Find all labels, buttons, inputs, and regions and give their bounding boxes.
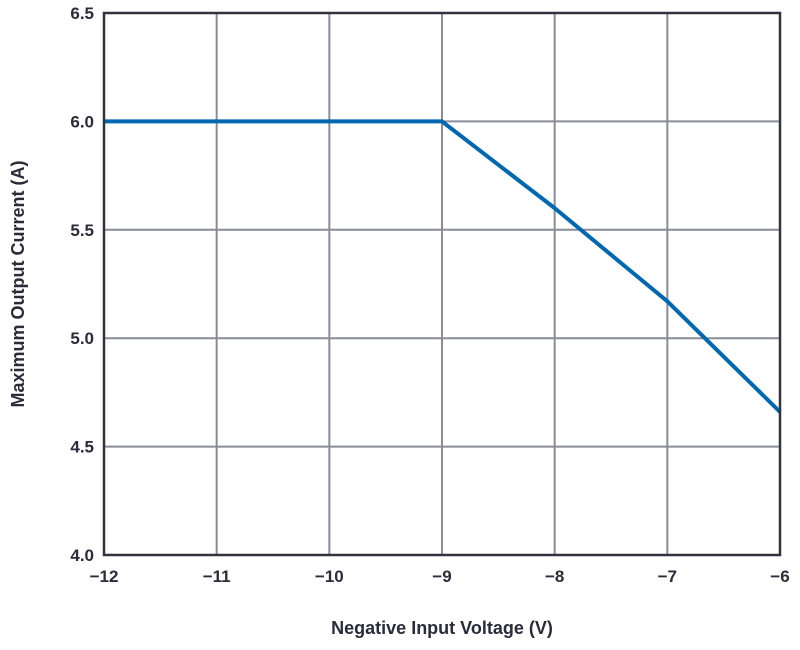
x-tick-label: −7	[658, 567, 677, 586]
x-tick-label: −11	[203, 567, 231, 586]
y-tick-label: 5.5	[70, 221, 94, 240]
x-tick-label: −10	[315, 567, 344, 586]
y-tick-label: 6.0	[70, 112, 94, 131]
y-tick-label: 5.0	[70, 329, 94, 348]
grid	[103, 12, 781, 556]
x-tick-label: −6	[770, 567, 789, 586]
y-tick-label: 4.5	[70, 438, 94, 457]
y-tick-label: 6.5	[70, 4, 94, 23]
plot-border	[102, 11, 782, 557]
y-axis-label: Maximum Output Current (A)	[8, 161, 28, 408]
x-axis-label: Negative Input Voltage (V)	[331, 618, 553, 638]
axes-frame	[102, 11, 782, 557]
x-tick-label: −8	[545, 567, 564, 586]
y-tick-label: 4.0	[70, 546, 94, 565]
tick-labels: −12 −11 −10 −9 −8 −7 −6 4.0 4.5 5.0 5.5 6.0 6.5	[70, 4, 789, 586]
x-tick-label: −12	[90, 567, 119, 586]
series-line	[104, 119, 782, 414]
x-tick-label: −9	[432, 567, 451, 586]
series	[104, 119, 782, 414]
